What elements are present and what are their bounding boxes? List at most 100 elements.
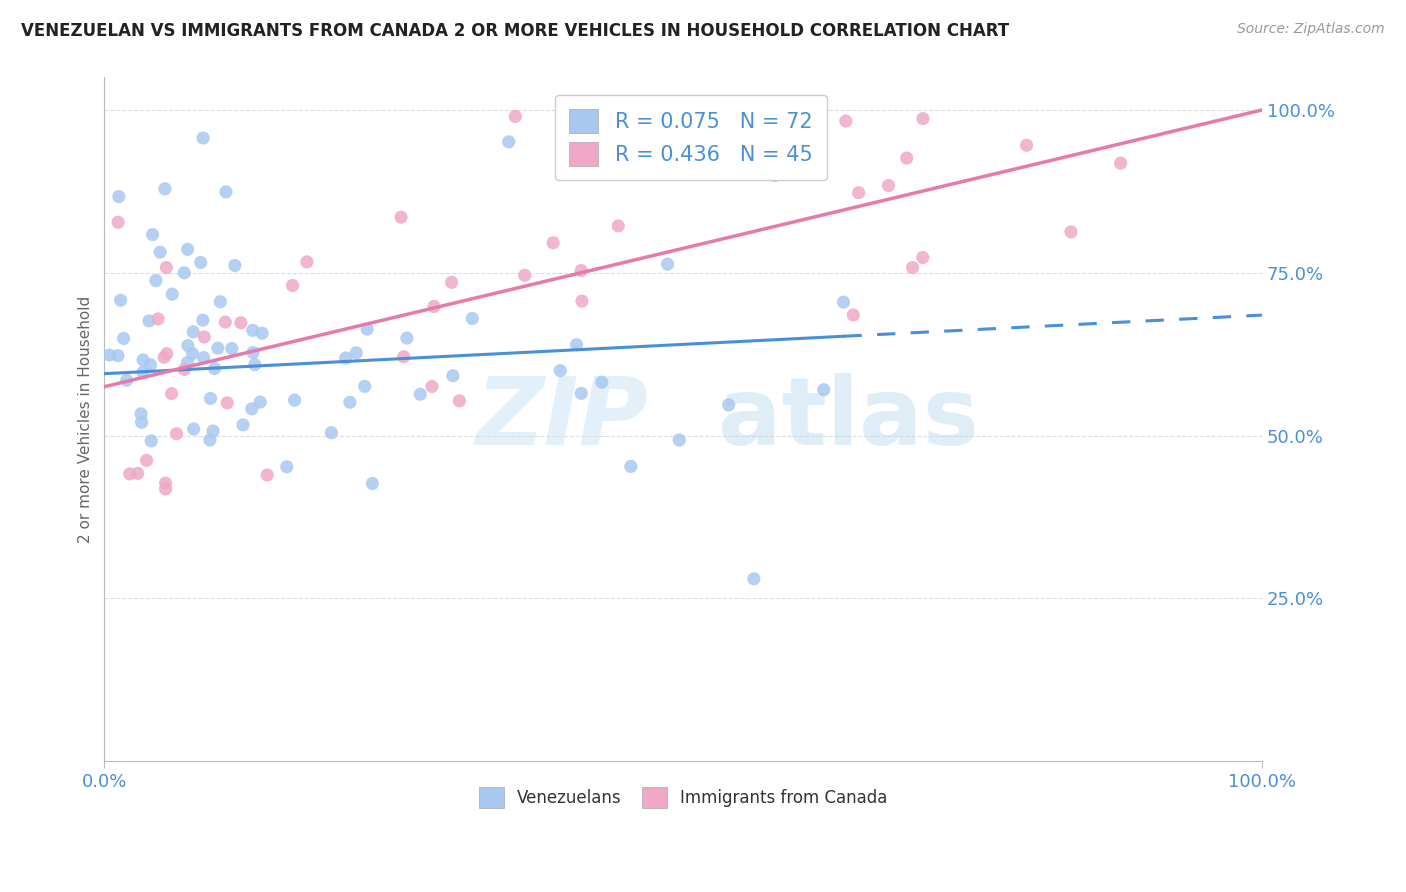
Point [361, 476, 384, 491]
Point [503, 110, 526, 124]
Point [181, 325, 204, 339]
Point [98, 348, 121, 362]
Point [276, 459, 298, 474]
Text: atlas: atlas [718, 373, 979, 466]
Point [1060, 225, 1083, 239]
Text: VENEZUELAN VS IMMIGRANTS FROM CANADA 2 OR MORE VEHICLES IN HOUSEHOLD CORRELATION: VENEZUELAN VS IMMIGRANTS FROM CANADA 2 O… [21, 22, 1010, 40]
Point [813, 383, 835, 397]
Point [204, 361, 226, 376]
Point [877, 178, 900, 193]
Point [176, 243, 198, 257]
Point [173, 266, 195, 280]
Point [911, 112, 934, 126]
Point [200, 392, 222, 406]
Point [141, 434, 163, 448]
Point [153, 182, 176, 196]
Point [221, 342, 243, 356]
Point [156, 346, 179, 360]
Point [717, 398, 740, 412]
Point [160, 287, 183, 301]
Point [339, 395, 361, 409]
Point [217, 396, 239, 410]
Point [155, 482, 177, 496]
Point [392, 350, 415, 364]
Point [648, 152, 671, 166]
Point [440, 276, 463, 290]
Point [321, 425, 343, 440]
Point [335, 351, 357, 365]
Point [683, 110, 706, 124]
Point [215, 185, 238, 199]
Point [173, 362, 195, 376]
Point [139, 358, 162, 372]
Point [571, 294, 593, 309]
Point [763, 169, 786, 183]
Point [344, 346, 367, 360]
Point [118, 467, 141, 481]
Point [423, 300, 446, 314]
Point [142, 227, 165, 242]
Point [155, 476, 177, 491]
Point [409, 387, 432, 401]
Point [565, 337, 588, 351]
Point [449, 393, 471, 408]
Point [112, 331, 135, 345]
Point [240, 401, 263, 416]
Y-axis label: 2 or more Vehicles in Household: 2 or more Vehicles in Household [79, 295, 93, 543]
Point [115, 373, 138, 387]
Point [742, 572, 765, 586]
Point [132, 353, 155, 368]
Point [284, 393, 307, 408]
Point [107, 349, 129, 363]
Point [249, 395, 271, 409]
Point [132, 366, 155, 380]
Point [129, 407, 152, 421]
Point [209, 294, 232, 309]
Point [389, 211, 412, 225]
Point [548, 363, 571, 377]
Point [193, 351, 215, 365]
Point [177, 338, 200, 352]
Point [127, 467, 149, 481]
Point [131, 415, 153, 429]
Point [135, 453, 157, 467]
Point [1109, 156, 1132, 170]
Point [190, 255, 212, 269]
Point [1015, 138, 1038, 153]
Point [668, 433, 690, 447]
Point [232, 417, 254, 432]
Point [848, 186, 870, 200]
Point [191, 131, 214, 145]
Point [295, 255, 318, 269]
Point [146, 312, 169, 326]
Point [569, 386, 592, 401]
Point [242, 345, 264, 359]
Point [281, 278, 304, 293]
Point [395, 331, 418, 345]
Point [224, 259, 246, 273]
Point [110, 293, 132, 308]
Text: ZIP: ZIP [475, 373, 648, 466]
Point [176, 355, 198, 369]
Legend: Venezuelans, Immigrants from Canada: Venezuelans, Immigrants from Canada [472, 780, 894, 814]
Point [901, 260, 924, 275]
Point [800, 139, 823, 153]
Point [108, 189, 131, 203]
Point [166, 426, 188, 441]
Point [591, 376, 613, 390]
Point [911, 251, 934, 265]
Point [155, 260, 177, 275]
Point [153, 351, 176, 365]
Point [541, 235, 564, 250]
Point [207, 341, 229, 355]
Point [160, 386, 183, 401]
Point [183, 422, 205, 436]
Point [420, 379, 443, 393]
Point [657, 257, 679, 271]
Point [461, 311, 484, 326]
Point [832, 295, 855, 310]
Point [441, 368, 464, 383]
Point [107, 215, 129, 229]
Point [198, 433, 221, 447]
Point [250, 326, 273, 341]
